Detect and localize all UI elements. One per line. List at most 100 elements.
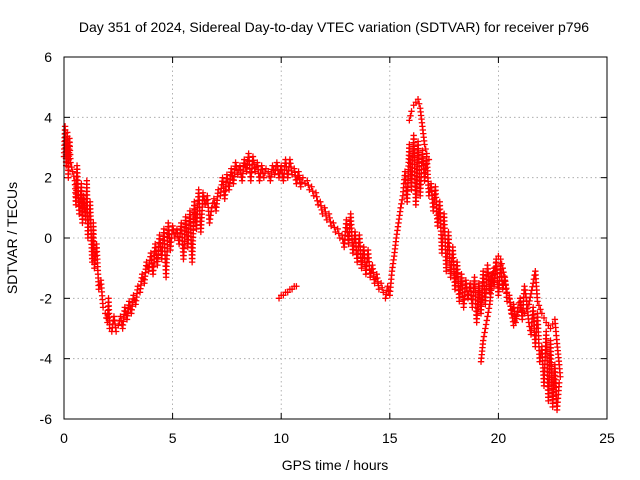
data-point: [299, 174, 307, 181]
data-point: [121, 304, 129, 311]
data-point: [317, 202, 325, 210]
data-point: [498, 260, 505, 267]
data-point: [407, 112, 414, 120]
data-point: [259, 166, 266, 173]
data-point: [298, 178, 306, 186]
data-point: [297, 183, 304, 190]
chart-title: Day 351 of 2024, Sidereal Day-to-day VTE…: [79, 19, 589, 35]
y-tick-label: 6: [44, 49, 52, 65]
data-point: [398, 196, 406, 203]
data-point: [537, 306, 544, 313]
data-point: [377, 280, 385, 287]
data-point: [525, 301, 533, 308]
data-point: [321, 204, 328, 212]
data-point: [484, 313, 491, 320]
data-point: [421, 141, 428, 148]
data-point: [313, 193, 320, 200]
data-point: [500, 268, 507, 276]
data-point: [335, 230, 342, 237]
data-point: [169, 222, 176, 230]
data-point: [493, 258, 500, 266]
data-point: [68, 163, 75, 171]
data-point: [422, 145, 429, 153]
data-point: [527, 294, 534, 301]
data-point: [512, 313, 519, 320]
data-point: [269, 162, 276, 169]
data-point: [506, 295, 513, 302]
data-point: [199, 189, 207, 196]
series-sdtvar-late-track: [477, 252, 564, 380]
data-point: [547, 325, 554, 332]
data-point: [503, 285, 510, 292]
data-point: [511, 317, 518, 325]
data-point: [233, 163, 240, 170]
y-axis-label: SDTVAR / TECUs: [4, 182, 20, 294]
data-point: [241, 156, 248, 163]
data-point: [125, 298, 133, 305]
data-point: [293, 180, 300, 187]
data-point: [527, 290, 535, 298]
x-tick-label: 0: [60, 430, 68, 446]
data-point: [264, 168, 272, 175]
data-points: [60, 96, 564, 414]
data-point: [538, 310, 546, 317]
data-point: [67, 159, 74, 166]
data-point: [331, 224, 338, 231]
data-point: [304, 177, 311, 184]
data-point: [483, 317, 491, 324]
series-sdtvar-segment-10h: [275, 283, 300, 302]
data-point: [556, 379, 563, 386]
data-point: [415, 100, 423, 107]
data-point: [325, 210, 333, 218]
data-point: [499, 264, 506, 272]
data-point: [260, 174, 268, 181]
data-point: [540, 314, 548, 322]
data-point: [557, 373, 564, 380]
data-point: [326, 214, 333, 222]
data-point: [398, 200, 405, 208]
data-point: [481, 329, 488, 336]
data-point: [485, 305, 493, 312]
data-point: [535, 302, 543, 309]
data-point: [314, 197, 321, 204]
y-tick-label: -4: [40, 351, 53, 367]
data-point: [378, 284, 386, 291]
data-point: [371, 280, 378, 287]
data-point: [480, 333, 488, 340]
y-tick-label: -6: [40, 411, 53, 427]
data-point: [423, 150, 430, 157]
y-tick-label: 2: [44, 170, 52, 186]
data-point: [397, 204, 404, 212]
data-point: [482, 325, 489, 332]
data-point: [308, 183, 315, 190]
x-tick-label: 5: [169, 430, 177, 446]
x-tick-label: 10: [273, 430, 289, 446]
data-point: [514, 308, 522, 316]
y-tick-label: -2: [40, 290, 53, 306]
series-sdtvar-upper-track: [406, 96, 433, 163]
data-point: [69, 168, 76, 175]
data-point: [261, 169, 269, 177]
data-point: [305, 182, 312, 189]
data-point: [322, 208, 329, 216]
x-tick-label: 25: [599, 430, 615, 446]
data-point: [309, 188, 316, 195]
data-point: [271, 171, 278, 178]
data-point: [507, 303, 514, 310]
data-point: [200, 193, 207, 200]
data-point: [210, 195, 218, 202]
data-point: [497, 255, 504, 263]
y-tick-label: 4: [44, 109, 52, 125]
data-point: [425, 156, 433, 163]
data-point: [327, 218, 334, 226]
data-point: [534, 298, 541, 305]
x-tick-label: 20: [491, 430, 507, 446]
data-point: [414, 96, 422, 103]
grid-lines: [64, 57, 607, 419]
data-point: [234, 171, 241, 178]
data-point: [503, 289, 511, 296]
axis-ticks: 0 5 10 15 20 25 -6 -4 -2 0 2 4 6: [40, 49, 615, 446]
data-point: [482, 321, 490, 328]
data-point: [382, 291, 390, 298]
